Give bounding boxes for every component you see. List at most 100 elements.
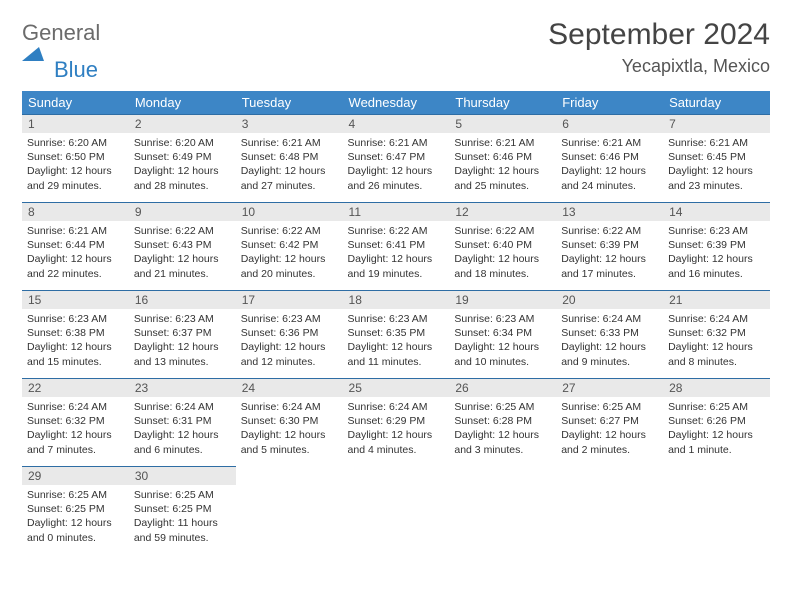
calendar-week-row: 22Sunrise: 6:24 AMSunset: 6:32 PMDayligh…: [22, 379, 770, 467]
day-details: Sunrise: 6:22 AMSunset: 6:41 PMDaylight:…: [343, 221, 450, 285]
day-line: Sunset: 6:38 PM: [27, 326, 124, 340]
day-number: 1: [22, 115, 129, 133]
day-line: Daylight: 12 hours: [134, 340, 231, 354]
day-line: and 22 minutes.: [27, 267, 124, 281]
title-block: September 2024 Yecapixtla, Mexico: [548, 18, 770, 77]
day-line: and 19 minutes.: [348, 267, 445, 281]
day-line: and 59 minutes.: [134, 531, 231, 545]
day-number: 8: [22, 203, 129, 221]
calendar-day-cell: 11Sunrise: 6:22 AMSunset: 6:41 PMDayligh…: [343, 203, 450, 291]
day-line: and 16 minutes.: [668, 267, 765, 281]
day-number: 26: [449, 379, 556, 397]
day-details: Sunrise: 6:23 AMSunset: 6:36 PMDaylight:…: [236, 309, 343, 373]
day-number: 30: [129, 467, 236, 485]
day-line: Daylight: 12 hours: [134, 164, 231, 178]
day-number: 23: [129, 379, 236, 397]
day-line: and 27 minutes.: [241, 179, 338, 193]
calendar-week-row: 8Sunrise: 6:21 AMSunset: 6:44 PMDaylight…: [22, 203, 770, 291]
day-line: Sunrise: 6:21 AM: [561, 136, 658, 150]
day-number: 29: [22, 467, 129, 485]
day-details: Sunrise: 6:24 AMSunset: 6:31 PMDaylight:…: [129, 397, 236, 461]
day-details: Sunrise: 6:21 AMSunset: 6:44 PMDaylight:…: [22, 221, 129, 285]
day-line: Sunrise: 6:23 AM: [668, 224, 765, 238]
day-line: Daylight: 12 hours: [561, 164, 658, 178]
day-line: Daylight: 12 hours: [454, 164, 551, 178]
calendar-week-row: 1Sunrise: 6:20 AMSunset: 6:50 PMDaylight…: [22, 115, 770, 203]
day-number: 4: [343, 115, 450, 133]
weekday-header: Tuesday: [236, 91, 343, 115]
day-line: Sunset: 6:42 PM: [241, 238, 338, 252]
day-line: Daylight: 12 hours: [668, 428, 765, 442]
day-line: Sunset: 6:30 PM: [241, 414, 338, 428]
day-number: 27: [556, 379, 663, 397]
day-number: 16: [129, 291, 236, 309]
day-line: and 7 minutes.: [27, 443, 124, 457]
day-line: and 11 minutes.: [348, 355, 445, 369]
day-line: Sunrise: 6:21 AM: [241, 136, 338, 150]
day-line: Daylight: 12 hours: [348, 164, 445, 178]
day-details: Sunrise: 6:22 AMSunset: 6:42 PMDaylight:…: [236, 221, 343, 285]
day-number: 22: [22, 379, 129, 397]
day-line: and 18 minutes.: [454, 267, 551, 281]
calendar-day-cell: [236, 467, 343, 555]
day-number: 13: [556, 203, 663, 221]
day-line: and 6 minutes.: [134, 443, 231, 457]
day-line: and 28 minutes.: [134, 179, 231, 193]
day-line: Sunset: 6:37 PM: [134, 326, 231, 340]
day-line: Sunrise: 6:23 AM: [27, 312, 124, 326]
day-details: Sunrise: 6:25 AMSunset: 6:27 PMDaylight:…: [556, 397, 663, 461]
day-line: Daylight: 12 hours: [561, 428, 658, 442]
day-line: Sunset: 6:27 PM: [561, 414, 658, 428]
day-number: 15: [22, 291, 129, 309]
day-line: and 3 minutes.: [454, 443, 551, 457]
day-line: Sunset: 6:29 PM: [348, 414, 445, 428]
day-details: Sunrise: 6:24 AMSunset: 6:32 PMDaylight:…: [663, 309, 770, 373]
day-line: and 25 minutes.: [454, 179, 551, 193]
day-number: 20: [556, 291, 663, 309]
day-details: Sunrise: 6:23 AMSunset: 6:34 PMDaylight:…: [449, 309, 556, 373]
calendar-day-cell: 29Sunrise: 6:25 AMSunset: 6:25 PMDayligh…: [22, 467, 129, 555]
day-details: Sunrise: 6:21 AMSunset: 6:46 PMDaylight:…: [556, 133, 663, 197]
calendar-day-cell: 4Sunrise: 6:21 AMSunset: 6:47 PMDaylight…: [343, 115, 450, 203]
day-line: and 0 minutes.: [27, 531, 124, 545]
day-line: and 12 minutes.: [241, 355, 338, 369]
day-line: Daylight: 12 hours: [241, 340, 338, 354]
day-details: Sunrise: 6:22 AMSunset: 6:39 PMDaylight:…: [556, 221, 663, 285]
day-line: Sunrise: 6:21 AM: [668, 136, 765, 150]
calendar-day-cell: 19Sunrise: 6:23 AMSunset: 6:34 PMDayligh…: [449, 291, 556, 379]
day-line: Daylight: 12 hours: [134, 428, 231, 442]
calendar-day-cell: 28Sunrise: 6:25 AMSunset: 6:26 PMDayligh…: [663, 379, 770, 467]
day-line: and 21 minutes.: [134, 267, 231, 281]
day-line: Sunrise: 6:23 AM: [348, 312, 445, 326]
day-line: Sunset: 6:39 PM: [561, 238, 658, 252]
day-line: and 9 minutes.: [561, 355, 658, 369]
day-details: Sunrise: 6:25 AMSunset: 6:26 PMDaylight:…: [663, 397, 770, 461]
calendar-day-cell: 25Sunrise: 6:24 AMSunset: 6:29 PMDayligh…: [343, 379, 450, 467]
day-line: and 5 minutes.: [241, 443, 338, 457]
day-line: Sunrise: 6:24 AM: [27, 400, 124, 414]
day-line: Sunset: 6:47 PM: [348, 150, 445, 164]
day-details: Sunrise: 6:25 AMSunset: 6:28 PMDaylight:…: [449, 397, 556, 461]
calendar-day-cell: [343, 467, 450, 555]
day-details: Sunrise: 6:25 AMSunset: 6:25 PMDaylight:…: [22, 485, 129, 549]
day-number: 6: [556, 115, 663, 133]
day-number: 11: [343, 203, 450, 221]
day-number: 28: [663, 379, 770, 397]
calendar-day-cell: 8Sunrise: 6:21 AMSunset: 6:44 PMDaylight…: [22, 203, 129, 291]
day-line: Sunset: 6:39 PM: [668, 238, 765, 252]
day-details: Sunrise: 6:24 AMSunset: 6:30 PMDaylight:…: [236, 397, 343, 461]
day-line: Sunset: 6:34 PM: [454, 326, 551, 340]
calendar-day-cell: 9Sunrise: 6:22 AMSunset: 6:43 PMDaylight…: [129, 203, 236, 291]
calendar-day-cell: [556, 467, 663, 555]
day-line: Sunset: 6:36 PM: [241, 326, 338, 340]
day-line: Sunrise: 6:23 AM: [241, 312, 338, 326]
day-number: 21: [663, 291, 770, 309]
day-line: Daylight: 12 hours: [241, 252, 338, 266]
day-line: Sunset: 6:44 PM: [27, 238, 124, 252]
day-number: 25: [343, 379, 450, 397]
day-line: and 29 minutes.: [27, 179, 124, 193]
weekday-header: Friday: [556, 91, 663, 115]
day-line: and 1 minute.: [668, 443, 765, 457]
day-line: Sunset: 6:45 PM: [668, 150, 765, 164]
weekday-header: Saturday: [663, 91, 770, 115]
